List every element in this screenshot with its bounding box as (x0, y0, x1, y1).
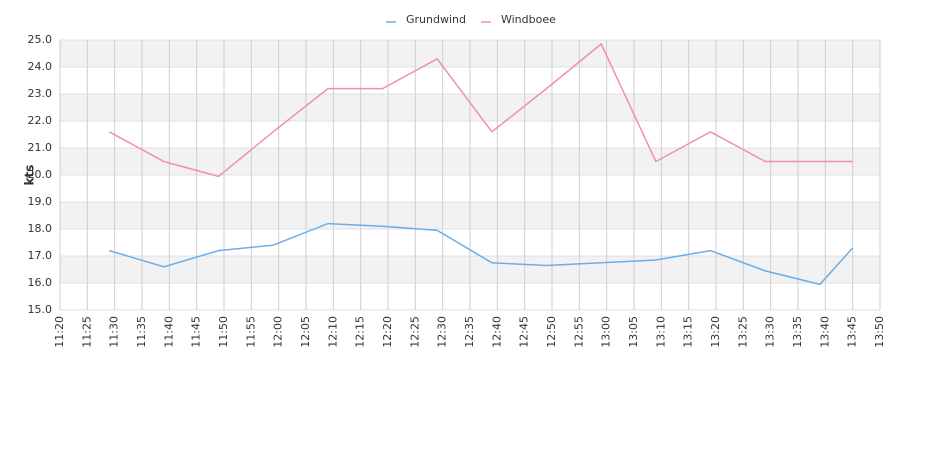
y-tick-label: 16.0 (28, 276, 53, 289)
x-tick-label: 13:50 (873, 316, 886, 348)
x-tick-label: 13:15 (682, 316, 695, 348)
x-tick-label: 12:15 (354, 316, 367, 348)
line (108, 42, 853, 178)
y-tick-label: 22.0 (28, 114, 53, 127)
x-tick-label: 12:20 (381, 316, 394, 348)
legend-label: Windboee (501, 13, 556, 26)
x-tick-label: 13:10 (654, 316, 667, 348)
x-tick-label: 11:50 (217, 316, 230, 348)
x-tick-label: 11:45 (190, 316, 203, 348)
y-tick-label: 20.0 (28, 168, 53, 181)
x-tick-label: 12:00 (272, 316, 285, 348)
line (108, 222, 854, 286)
y-tick-label: 18.0 (28, 222, 53, 235)
x-tick-label: 12:45 (518, 316, 531, 348)
y-tick-label: 15.0 (28, 303, 53, 316)
x-tick-label: 12:05 (299, 316, 312, 348)
x-tick-label: 12:55 (572, 316, 585, 348)
x-tick-label: 11:25 (80, 316, 93, 348)
x-tick-label: 13:45 (846, 316, 859, 348)
x-tick-label: 11:20 (53, 316, 66, 348)
y-axis-label: kts (23, 165, 37, 186)
y-tick-label: 17.0 (28, 249, 53, 262)
x-tick-label: 13:40 (818, 316, 831, 348)
y-tick-label: 24.0 (28, 60, 53, 73)
x-tick-label: 13:30 (764, 316, 777, 348)
x-tick-label: 11:40 (162, 316, 175, 348)
x-tick-label: 12:50 (545, 316, 558, 348)
x-tick-label: 13:20 (709, 316, 722, 348)
x-tick-label: 11:30 (108, 316, 121, 348)
x-tick-label: 12:30 (436, 316, 449, 348)
x-tick-label: 11:55 (244, 316, 257, 348)
x-tick-label: 13:25 (736, 316, 749, 348)
x-tick-label: 13:35 (791, 316, 804, 348)
x-tick-label: 13:00 (600, 316, 613, 348)
y-tick-label: 23.0 (28, 87, 53, 100)
y-tick-label: 19.0 (28, 195, 53, 208)
x-tick-label: 11:35 (135, 316, 148, 348)
y-tick-label: 21.0 (28, 141, 53, 154)
x-tick-label: 12:25 (408, 316, 421, 348)
legend-label: Grundwind (406, 13, 466, 26)
x-tick-label: 13:05 (627, 316, 640, 348)
y-tick-label: 25.0 (28, 33, 53, 46)
x-tick-label: 12:10 (326, 316, 339, 348)
x-tick-label: 12:35 (463, 316, 476, 348)
x-tick-label: 12:40 (490, 316, 503, 348)
